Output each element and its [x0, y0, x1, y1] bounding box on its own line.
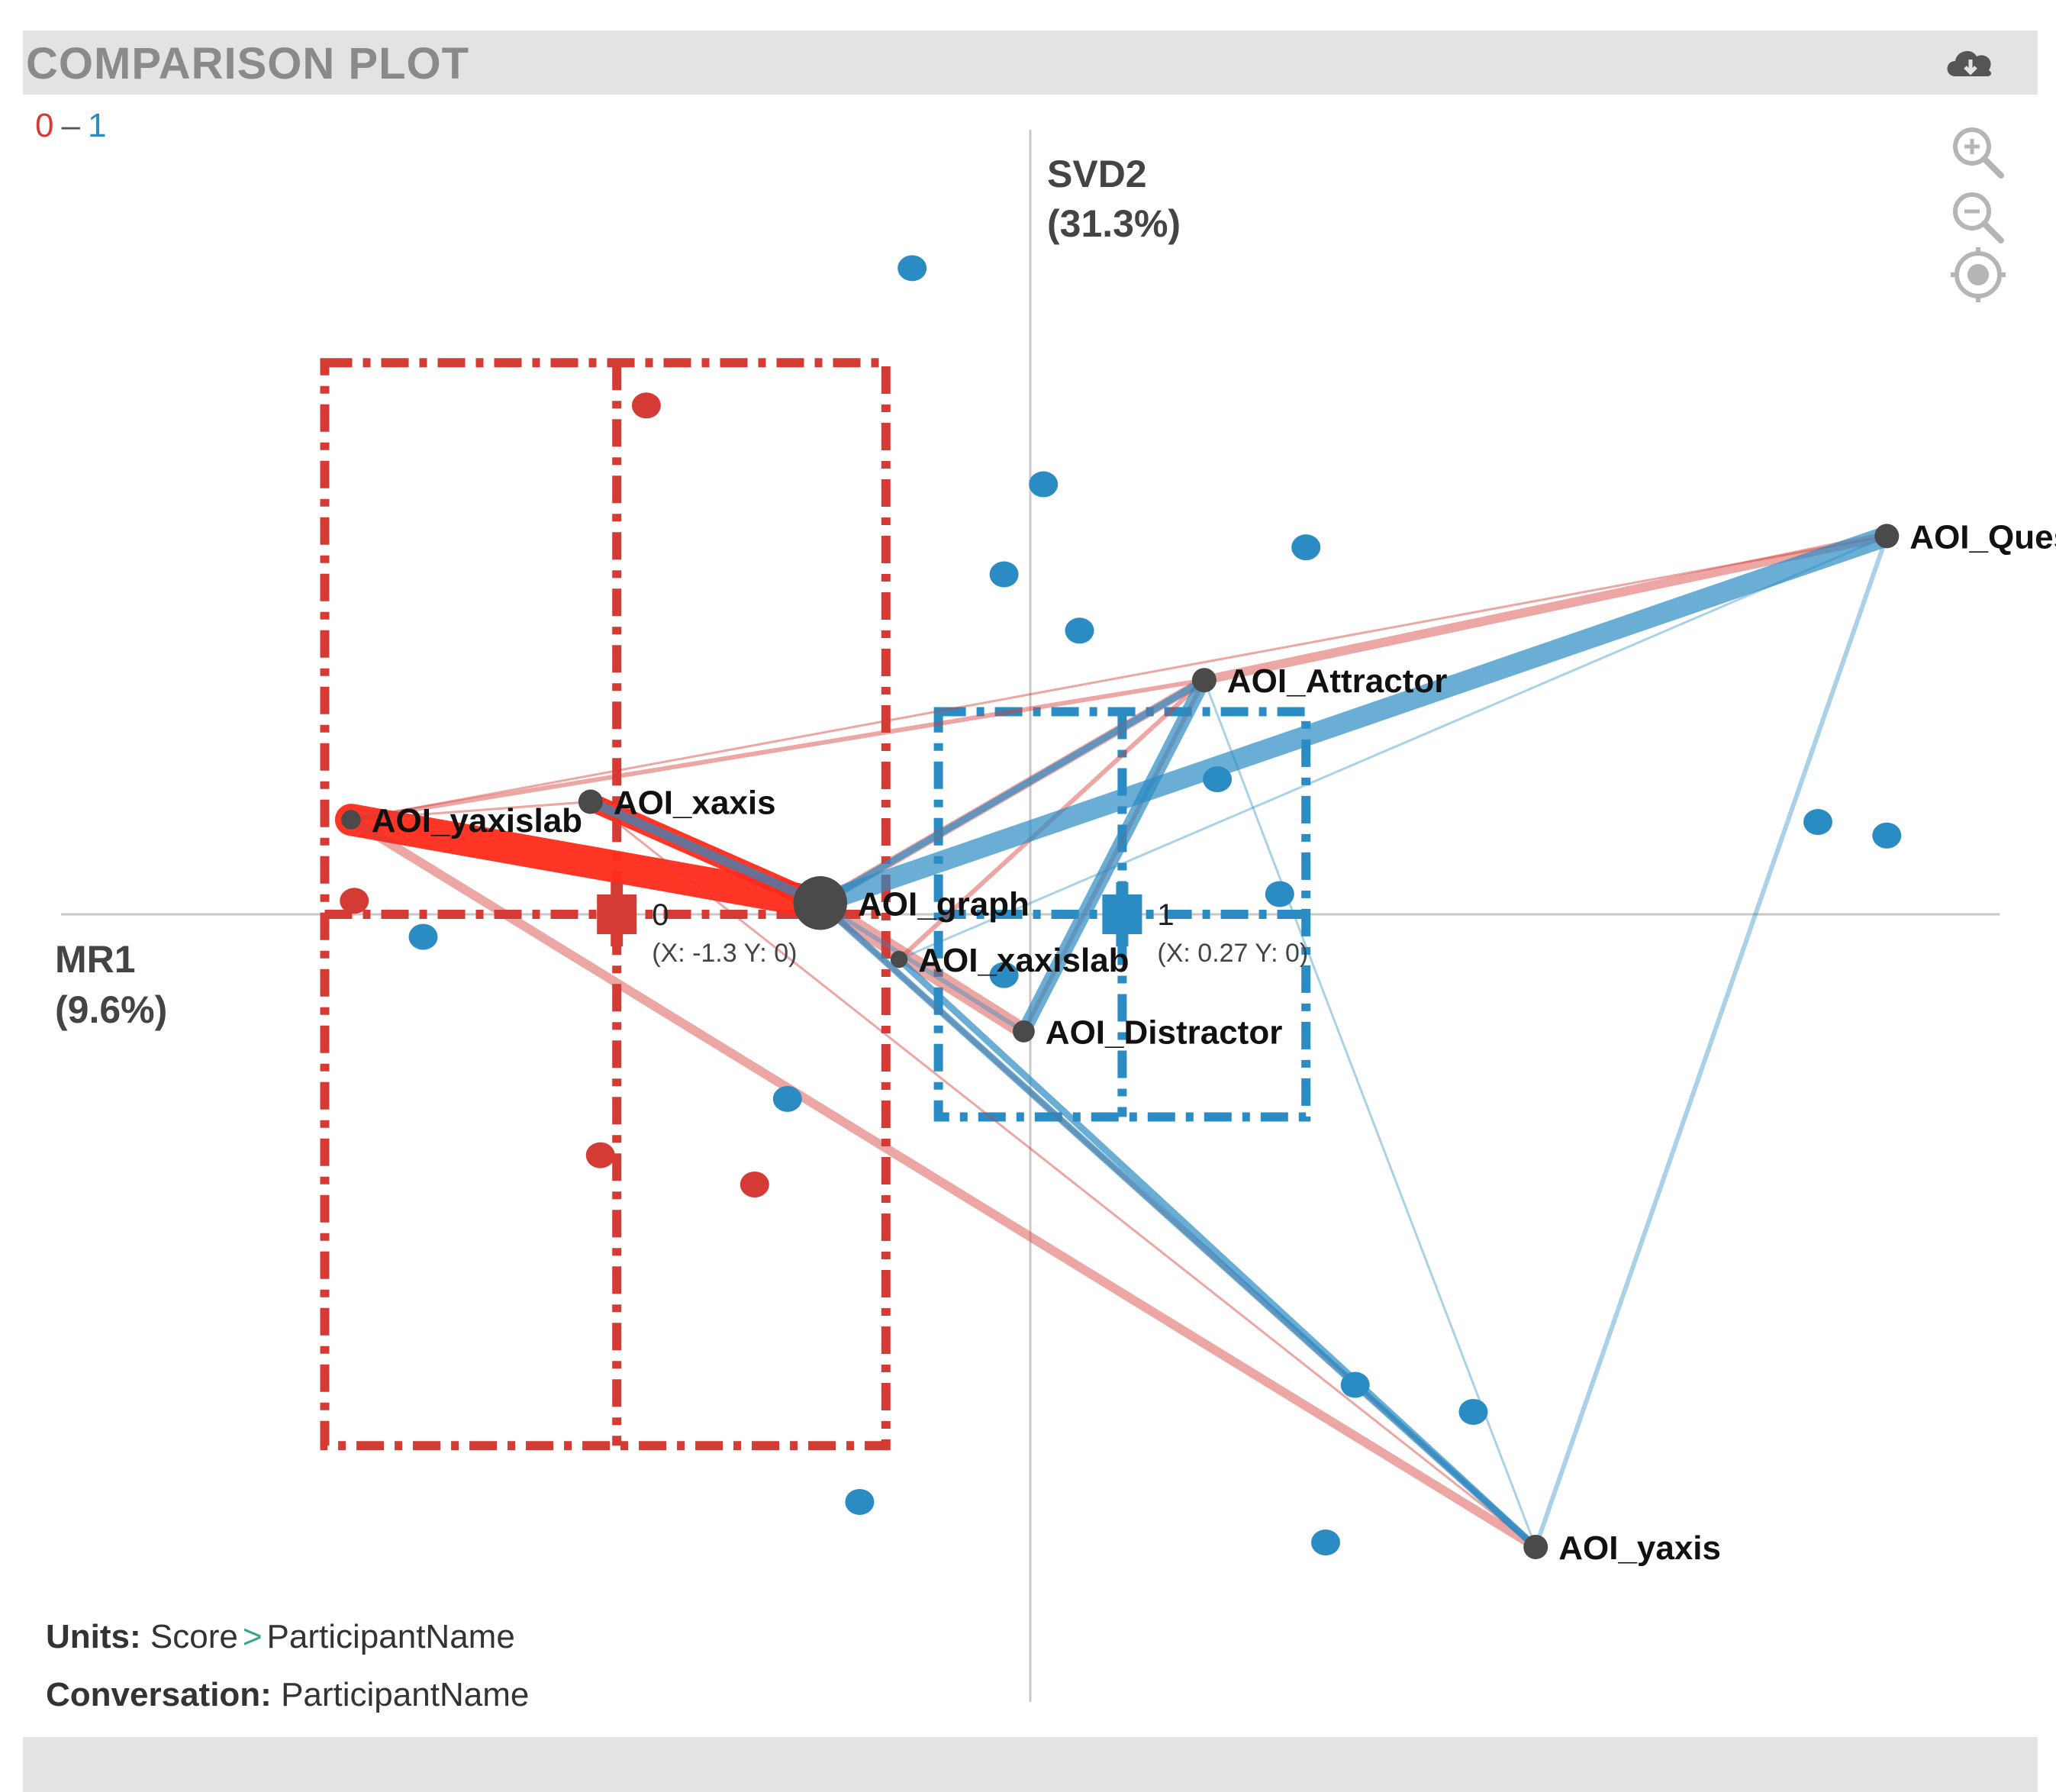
network-node-5 — [890, 950, 908, 969]
node-label-1: AOI_Attractor — [1227, 662, 1448, 700]
participant-point-group0-2 — [585, 1142, 615, 1168]
units-label: Units: — [46, 1618, 141, 1655]
participant-point-group1-14 — [845, 1488, 875, 1515]
bottom-bar — [23, 1737, 2038, 1792]
network-edge-group1-6 — [1533, 533, 1890, 1549]
network-edge-group0-6 — [348, 678, 1207, 823]
units-separator: > — [242, 1618, 263, 1655]
legend-group-1[interactable]: 1 — [87, 107, 107, 144]
participant-point-group1-8 — [1265, 881, 1294, 907]
group-legend: 0–1 — [35, 107, 106, 145]
network-edge-group1-8 — [897, 534, 1888, 961]
zoom-in-icon[interactable] — [1945, 122, 2013, 183]
network-node-3 — [341, 810, 361, 830]
node-label-2: AOI_xaxis — [614, 785, 776, 822]
units-line: Units: Score > ParticipantName — [46, 1618, 515, 1656]
mean-marker-cross-group-1 — [1116, 882, 1129, 946]
mean-marker-cross-group-0 — [611, 882, 624, 946]
legend-group-0[interactable]: 0 — [35, 107, 54, 144]
node-label-0: AOI_Question — [1909, 518, 2056, 556]
participant-point-group1-12 — [1340, 1371, 1370, 1398]
network-node-1 — [1191, 668, 1217, 693]
network-edge-group0-12 — [350, 534, 1888, 821]
network-edge-group0-10 — [589, 801, 1537, 1549]
page-title: COMPARISON PLOT — [26, 39, 470, 89]
participant-point-group1-2 — [1291, 534, 1321, 561]
x-axis-label: MR1 — [55, 938, 136, 981]
network-edge-group1-1 — [1017, 673, 1211, 1039]
network-edge-group1-0 — [810, 525, 1897, 914]
conversation-value: ParticipantName — [281, 1676, 530, 1713]
network-edge-group1-2 — [817, 676, 1208, 907]
target-icon[interactable] — [1945, 244, 2013, 305]
participant-point-group1-5 — [1203, 766, 1233, 792]
confidence-box-group-0 — [320, 358, 891, 1451]
legend-separator: – — [61, 107, 80, 144]
conversation-label: Conversation: — [46, 1676, 272, 1713]
network-node-2 — [578, 789, 603, 814]
participant-point-group1-10 — [989, 962, 1019, 988]
network-edge-group0-11 — [350, 801, 592, 821]
participant-point-group0-3 — [740, 1172, 769, 1197]
units-value-2: ParticipantName — [266, 1618, 515, 1655]
participant-point-group1-9 — [408, 923, 438, 950]
network-node-4 — [793, 876, 848, 930]
participant-point-group1-4 — [1065, 617, 1094, 644]
network-edge-group1-3 — [585, 797, 825, 908]
node-label-4: AOI_graph — [858, 885, 1030, 923]
mean-coords-group-1: (X: 0.27 Y: 0) — [1157, 939, 1308, 968]
mean-label-group-1: 1 — [1157, 898, 1174, 932]
network-edge-group0-2 — [812, 894, 1032, 1039]
cloud-download-icon[interactable] — [1940, 40, 2001, 85]
network-edge-group0-3 — [346, 815, 1541, 1552]
node-label-6: AOI_Distractor — [1046, 1014, 1283, 1051]
network-node-6 — [1013, 1020, 1035, 1043]
units-value: Score — [150, 1618, 238, 1655]
participant-point-group1-1 — [1029, 471, 1059, 498]
network-edge-group1-5 — [895, 956, 1539, 1551]
node-label-3: AOI_yaxislab — [372, 802, 582, 840]
x-axis-label-variance: (9.6%) — [55, 988, 167, 1031]
network-edge-group1-7 — [817, 901, 1026, 1034]
node-label-5: AOI_xaxislab — [918, 942, 1129, 979]
zoom-out-icon[interactable] — [1945, 187, 2013, 248]
participant-point-group1-3 — [989, 561, 1019, 588]
mean-coords-group-0: (X: -1.3 Y: 0) — [652, 939, 797, 968]
network-edge-group0-4 — [1199, 531, 1892, 685]
participant-point-group1-6 — [1803, 809, 1832, 836]
y-axis-label-variance: (31.3%) — [1047, 202, 1181, 245]
conversation-line: Conversation: ParticipantName — [46, 1676, 529, 1714]
participant-point-group1-7 — [1872, 822, 1902, 849]
participant-point-group0-1 — [340, 888, 369, 914]
mean-label-group-0: 0 — [652, 898, 669, 932]
network-node-7 — [1523, 1534, 1548, 1559]
participant-point-group1-13 — [1458, 1398, 1488, 1425]
network-edge-group0-0 — [334, 804, 836, 920]
participant-point-group1-0 — [897, 255, 927, 282]
network-node-0 — [1874, 524, 1900, 549]
participant-point-group1-11 — [772, 1085, 802, 1112]
participant-point-group0-0 — [631, 392, 661, 419]
node-label-7: AOI_yaxis — [1558, 1529, 1721, 1567]
y-axis-label: SVD2 — [1047, 153, 1147, 195]
plot-header: COMPARISON PLOT — [23, 31, 2038, 95]
participant-point-group1-15 — [1311, 1529, 1340, 1556]
